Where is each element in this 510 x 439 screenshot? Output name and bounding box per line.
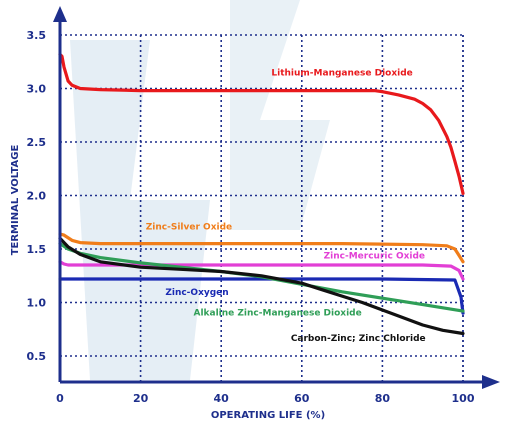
y-tick-label: 3.5: [27, 29, 47, 42]
y-tick-label: 1.0: [27, 297, 47, 310]
y-tick-label: 3.0: [27, 83, 47, 96]
x-tick-label: 80: [375, 392, 391, 405]
x-tick-label: 20: [133, 392, 149, 405]
y-tick-label: 0.5: [27, 350, 47, 363]
series-label-2: Zinc-Mercuric Oxide: [324, 252, 425, 262]
x-tick-label: 40: [214, 392, 230, 405]
y-tick-label: 1.5: [27, 243, 47, 256]
series-label-4: Alkaline Zinc-Manganese Dioxide: [193, 308, 361, 318]
series-labels: Lithium-Manganese Dioxide Zinc-Silver Oxi…: [146, 69, 426, 344]
x-axis-arrow-icon: [482, 375, 500, 389]
y-tick-label: 2.5: [27, 136, 47, 149]
series-line-3: [58, 277, 465, 315]
series-line-0: [58, 52, 465, 195]
series-line-1: [58, 232, 465, 264]
series-label-5: Carbon-Zinc; Zinc Chloride: [291, 334, 426, 344]
x-tick-label: 60: [294, 392, 310, 405]
watermark: [70, 0, 330, 380]
series-lines: [58, 52, 465, 336]
series-label-3: Zinc-Oxygen: [165, 288, 228, 298]
series-label-0: Lithium-Manganese Dioxide: [271, 69, 412, 79]
tick-labels: 0 20 40 60 80 100 0.5 1.0 1.5 2.0 2.5 3.0 3.5: [27, 29, 475, 405]
series-line-2: [58, 260, 465, 281]
series-line-5: [58, 236, 465, 336]
axes: [53, 6, 500, 389]
watermark-shape: [230, 0, 330, 230]
x-tick-label: 100: [452, 392, 475, 405]
grid: [60, 34, 464, 382]
x-axis-title: OPERATING LIFE (%): [211, 410, 325, 421]
y-axis-title: TERMINAL VOLTAGE: [10, 145, 21, 256]
y-axis-arrow-icon: [53, 6, 67, 22]
x-tick-label: 0: [56, 392, 64, 405]
y-tick-label: 2.0: [27, 190, 47, 203]
series-label-1: Zinc-Silver Oxide: [146, 223, 232, 233]
